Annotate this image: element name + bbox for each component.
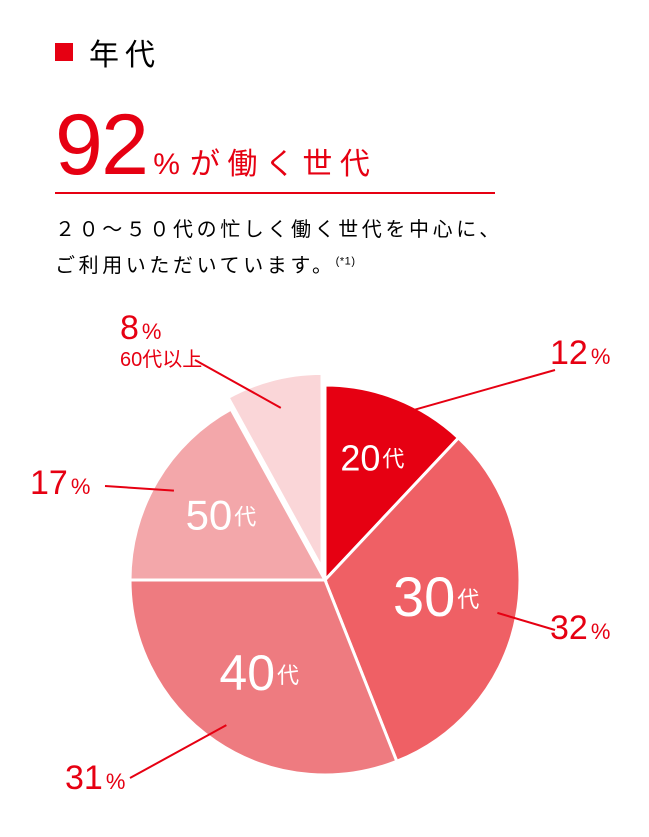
title-bullet-icon (55, 43, 73, 61)
callout-percent: 31 (65, 759, 103, 797)
subtitle-line1: ２０～５０代の忙しく働く世代を中心に、 (55, 219, 503, 241)
subtitle-footnote: (*1) (336, 255, 356, 267)
title-row: 年代 (55, 30, 609, 74)
leader-line (390, 370, 555, 417)
callout-secondary: 60代以上 (120, 349, 202, 371)
headline-rest: が働く世代 (190, 139, 378, 183)
section-title: 年代 (89, 30, 161, 74)
callout-percent-unit: % (106, 769, 126, 794)
callout-percent: 17 (30, 464, 68, 502)
callout-percent: 32 (550, 609, 588, 647)
pie-callout: 12% (550, 335, 610, 372)
pie-callout: 32% (550, 610, 610, 647)
page-root: 年代 92 % が働く世代 ２０～５０代の忙しく働く世代を中心に、 ご利用いただ… (0, 0, 649, 837)
headline-number: 92 (55, 102, 147, 188)
callout-percent: 12 (550, 334, 588, 372)
pie-chart: 20代30代40代50代 12%32%31%17%8%60代以上 (0, 310, 649, 830)
callout-percent-unit: % (71, 474, 91, 499)
callout-percent-unit: % (142, 319, 162, 344)
pie-callout: 8% 60代以上 (120, 310, 202, 371)
headline: 92 % が働く世代 (55, 102, 495, 194)
pie-callout: 17% (30, 465, 90, 502)
callout-percent-unit: % (591, 344, 611, 369)
callout-percent-unit: % (591, 619, 611, 644)
headline-percent-unit: % (153, 148, 180, 182)
pie-svg: 20代30代40代50代 (0, 310, 649, 830)
subtitle-line2: ご利用いただいています。 (55, 255, 336, 277)
callout-percent: 8 (120, 309, 139, 347)
subtitle: ２０～５０代の忙しく働く世代を中心に、 ご利用いただいています。(*1) (55, 212, 609, 284)
leader-line (130, 725, 226, 778)
pie-callout: 31% (65, 760, 125, 797)
